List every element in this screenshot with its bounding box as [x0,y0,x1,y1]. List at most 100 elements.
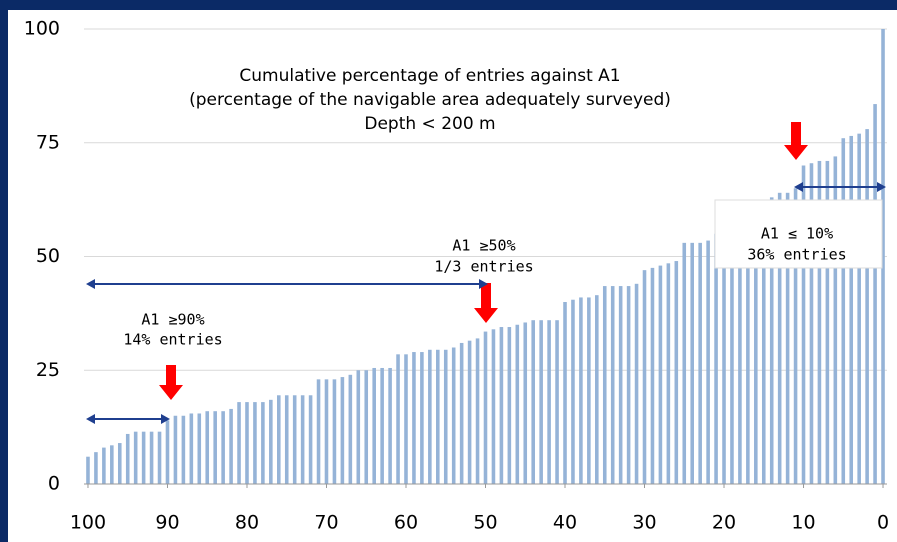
bar [499,327,504,484]
bar [825,160,830,484]
bar [149,431,154,484]
red-arrow [474,283,498,323]
bar [324,379,329,484]
bar [467,340,472,484]
bar [292,395,297,484]
bar [793,188,798,484]
x-tick-label: 90 [155,512,179,534]
bar [618,286,623,484]
annotation: A1 ≥90% [141,311,204,329]
bar [571,299,575,484]
annotation-box [714,199,883,269]
bar [809,163,814,484]
bar [86,456,90,484]
chart-title: Cumulative percentage of entries against… [239,66,620,86]
red-arrow [784,122,808,160]
bar [133,431,138,484]
bar [110,445,114,484]
bar [857,133,861,484]
bar [841,138,846,484]
bar [276,395,281,484]
bar [650,267,655,484]
bar [833,156,838,484]
y-tick-label: 25 [36,359,60,381]
bar [308,395,313,484]
x-tick-label: 30 [632,512,656,534]
bar [626,286,631,484]
x-tick-label: 100 [70,512,106,534]
bar [523,322,528,484]
bar [372,367,376,484]
bar [253,402,257,484]
x-tick-label: 60 [394,512,418,534]
bar [284,395,289,484]
bar [451,347,456,484]
bar [777,192,782,485]
x-tick-label: 40 [553,512,577,534]
y-tick-label: 100 [24,18,60,40]
bar [125,433,130,484]
bar [102,447,106,484]
annotation: A1 ≤ 10% [761,225,833,243]
bar [666,263,671,484]
y-tick-label: 75 [36,131,60,153]
bar [555,320,559,484]
x-tick-label: 20 [712,512,736,534]
bar [428,349,432,484]
bar [229,408,233,484]
bar [658,265,663,484]
bar [412,352,416,484]
bar [316,379,321,484]
bar [165,420,170,484]
bar [157,431,162,484]
bar [769,197,774,484]
bar [404,354,408,484]
bar [698,242,702,484]
arrow-heads [86,414,170,424]
bar [674,261,679,484]
annotation-layer: Cumulative percentage of entries against… [86,66,886,424]
bar [388,367,392,484]
bar [730,224,734,484]
annotation: 14% entries [123,331,222,349]
x-tick-label: 70 [314,512,338,534]
bar [205,411,210,484]
bar [436,349,440,484]
bar [173,415,178,484]
chart-note: Depth < 200 m [364,114,495,134]
bar [483,331,488,484]
bar [221,411,225,484]
bar [356,370,361,484]
bar [443,349,448,484]
bar [682,242,687,484]
bar [396,354,400,484]
bar [340,377,345,484]
x-tick-label: 80 [235,512,259,534]
bar [94,452,98,484]
bar [642,270,647,484]
bar [579,297,583,484]
bar [531,320,535,484]
annotation: 1/3 entries [434,258,533,276]
bar [602,286,607,484]
bar [595,295,599,484]
bar [587,297,591,484]
bar [865,129,869,484]
bar [459,342,464,484]
bar [706,240,710,484]
bar [817,160,822,484]
bar [348,374,353,484]
bar [475,338,480,484]
bar [539,320,543,484]
bar [714,233,718,484]
x-tick-label: 0 [877,512,889,534]
blue-arrows [86,182,886,424]
bar [873,104,877,484]
red-arrow [159,365,183,400]
bar [197,413,202,484]
bar [213,411,217,484]
bar [261,402,265,484]
bar [380,367,384,484]
